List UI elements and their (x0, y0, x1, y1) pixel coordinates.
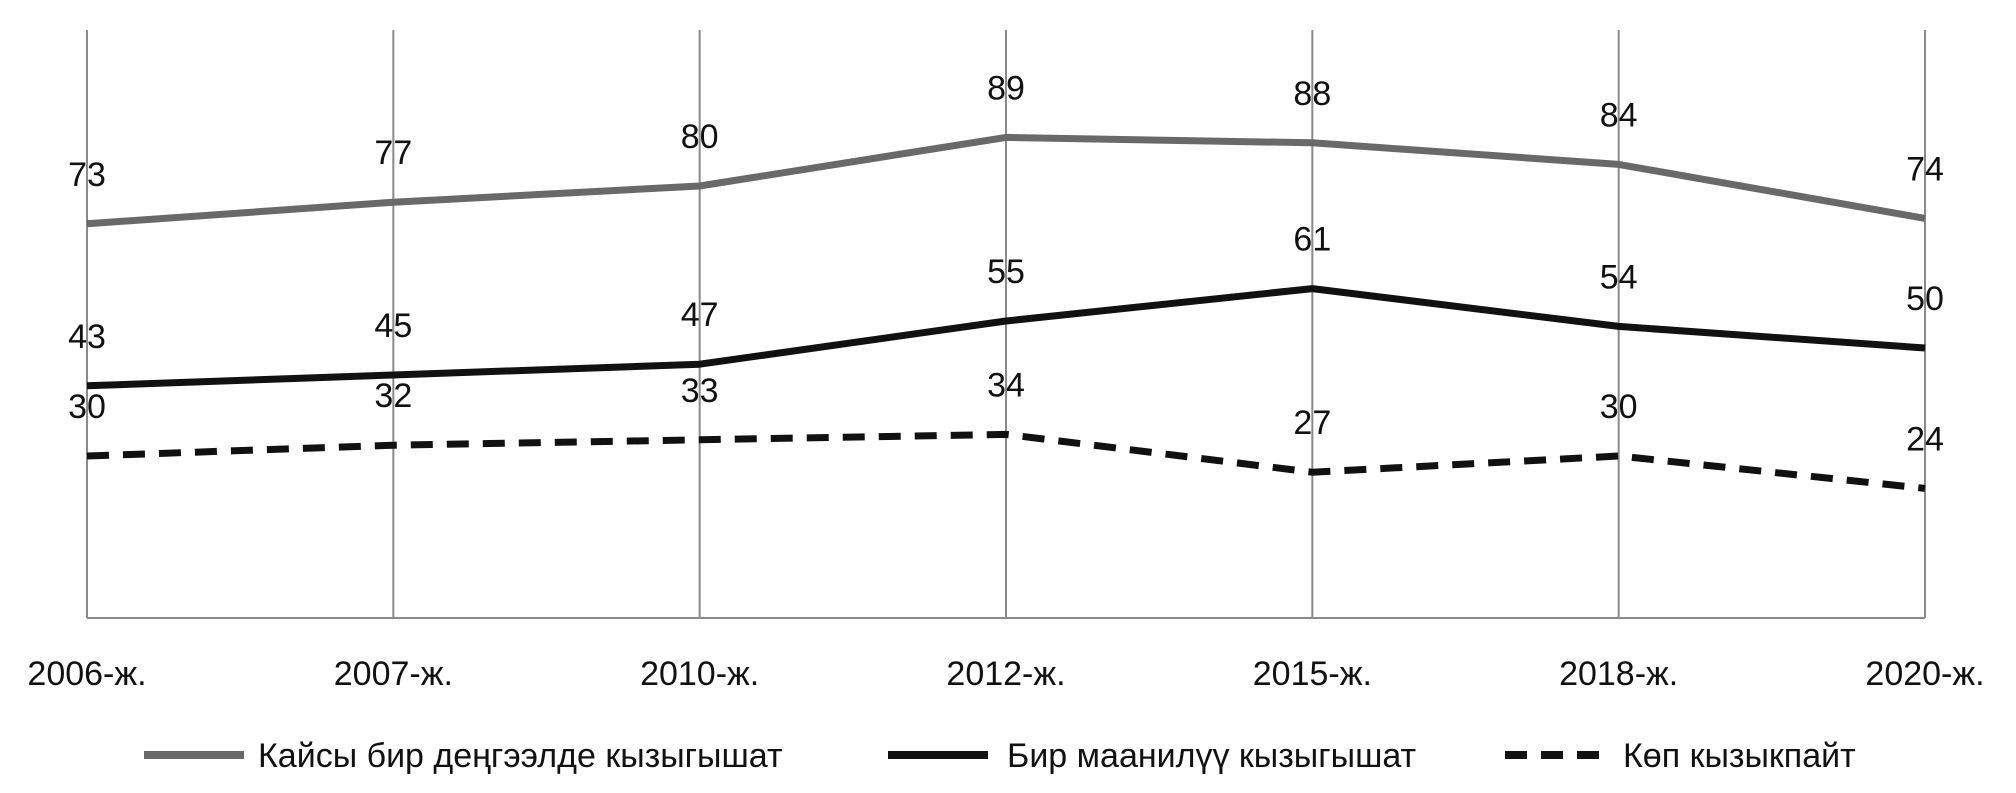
data-label: 88 (1293, 75, 1331, 113)
x-tick-label: 2012-ж. (946, 655, 1065, 693)
x-tick-label: 2006-ж. (27, 655, 146, 693)
data-label: 54 (1600, 258, 1638, 296)
data-label: 27 (1293, 404, 1331, 442)
legend-label: Көп кызыкпайт (1623, 737, 1856, 775)
series-line-2 (86, 430, 1926, 492)
series-line-0 (86, 133, 1926, 228)
data-labels: 73 77 80 89 88 84 74 43 45 47 55 61 54 50 30 32 33 34 27 30… (68, 69, 1944, 458)
data-label: 34 (987, 366, 1025, 404)
x-tick-label: 2020-ж. (1865, 655, 1984, 693)
legend-label: Кайсы бир деңгээлде кызыгышат (258, 737, 783, 775)
x-tick-label: 2010-ж. (640, 655, 759, 693)
data-label: 33 (681, 372, 719, 410)
data-label: 84 (1600, 96, 1638, 134)
data-label: 61 (1293, 221, 1331, 259)
legend: Кайсы бир деңгээлде кызыгышат Бир маанилү… (144, 737, 1856, 775)
x-tick-label: 2015-ж. (1253, 655, 1372, 693)
x-tick-label: 2018-ж. (1559, 655, 1678, 693)
data-label: 30 (68, 388, 106, 426)
data-label: 74 (1906, 150, 1944, 188)
data-label: 32 (374, 377, 412, 415)
series-lines (86, 133, 1926, 492)
data-label: 50 (1906, 280, 1944, 318)
data-label: 45 (374, 307, 412, 345)
data-label: 80 (681, 118, 719, 156)
data-label: 30 (1600, 388, 1638, 426)
data-label: 89 (987, 69, 1025, 107)
data-label: 77 (374, 134, 412, 172)
data-label: 73 (68, 156, 106, 194)
data-label: 55 (987, 253, 1025, 291)
x-tick-label: 2007-ж. (334, 655, 453, 693)
legend-label: Бир маанилүү кызыгышат (1007, 737, 1416, 775)
x-axis-tick-labels: 2006-ж. 2007-ж. 2010-ж. 2012-ж. 2015-ж. 2018-… (27, 655, 1984, 693)
data-label: 24 (1906, 420, 1944, 458)
data-label: 43 (68, 318, 106, 356)
data-label: 47 (681, 296, 719, 334)
series-line-1 (86, 285, 1926, 390)
